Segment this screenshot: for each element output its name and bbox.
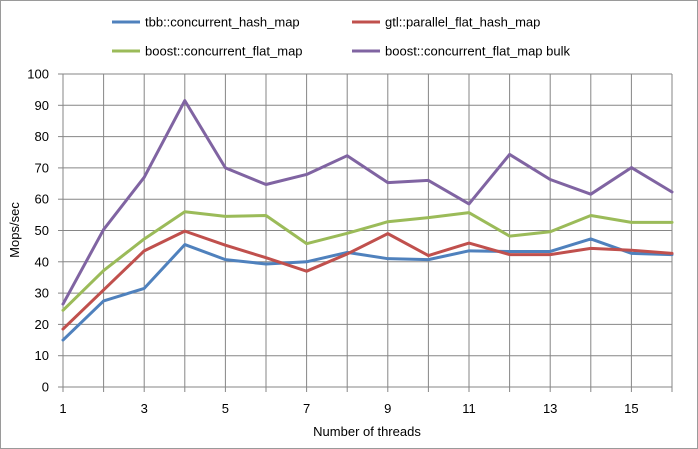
legend-label-3: boost::concurrent_flat_map <box>145 44 303 59</box>
axes <box>58 73 673 392</box>
x-tick-label: 5 <box>222 401 229 416</box>
y-tick-label: 100 <box>27 67 49 82</box>
y-tick-label: 90 <box>35 98 49 113</box>
series-line-4 <box>61 99 674 306</box>
legend-label-1: tbb::concurrent_hash_map <box>145 15 300 30</box>
x-tick-label: 1 <box>59 401 66 416</box>
series-line-2 <box>61 229 674 331</box>
grid <box>63 73 673 387</box>
series-line-1 <box>61 237 674 342</box>
x-tick-label: 11 <box>462 401 476 416</box>
y-tick-label: 0 <box>42 380 49 395</box>
x-tick-label: 13 <box>543 401 557 416</box>
y-tick-label: 10 <box>35 348 49 363</box>
series-line-3 <box>61 210 674 312</box>
x-axis-title: Number of threads <box>313 424 421 439</box>
series-lines <box>61 99 674 342</box>
legend: tbb::concurrent_hash_map gtl::parallel_fl… <box>112 15 570 59</box>
y-tick-label: 40 <box>35 254 49 269</box>
y-tick-label: 50 <box>35 223 49 238</box>
y-tick-label: 70 <box>35 160 49 175</box>
x-tick-label: 15 <box>624 401 638 416</box>
x-tick-label: 3 <box>141 401 148 416</box>
legend-label-4: boost::concurrent_flat_map bulk <box>385 44 570 59</box>
y-tick-label: 20 <box>35 317 49 332</box>
legend-label-2: gtl::parallel_flat_hash_map <box>385 15 540 30</box>
y-axis-title: Mops/sec <box>7 202 22 258</box>
y-tick-label: 60 <box>35 192 49 207</box>
x-tick-label: 9 <box>384 401 391 416</box>
y-tick-label: 80 <box>35 129 49 144</box>
x-tick-label: 7 <box>303 401 310 416</box>
y-tick-label: 30 <box>35 286 49 301</box>
